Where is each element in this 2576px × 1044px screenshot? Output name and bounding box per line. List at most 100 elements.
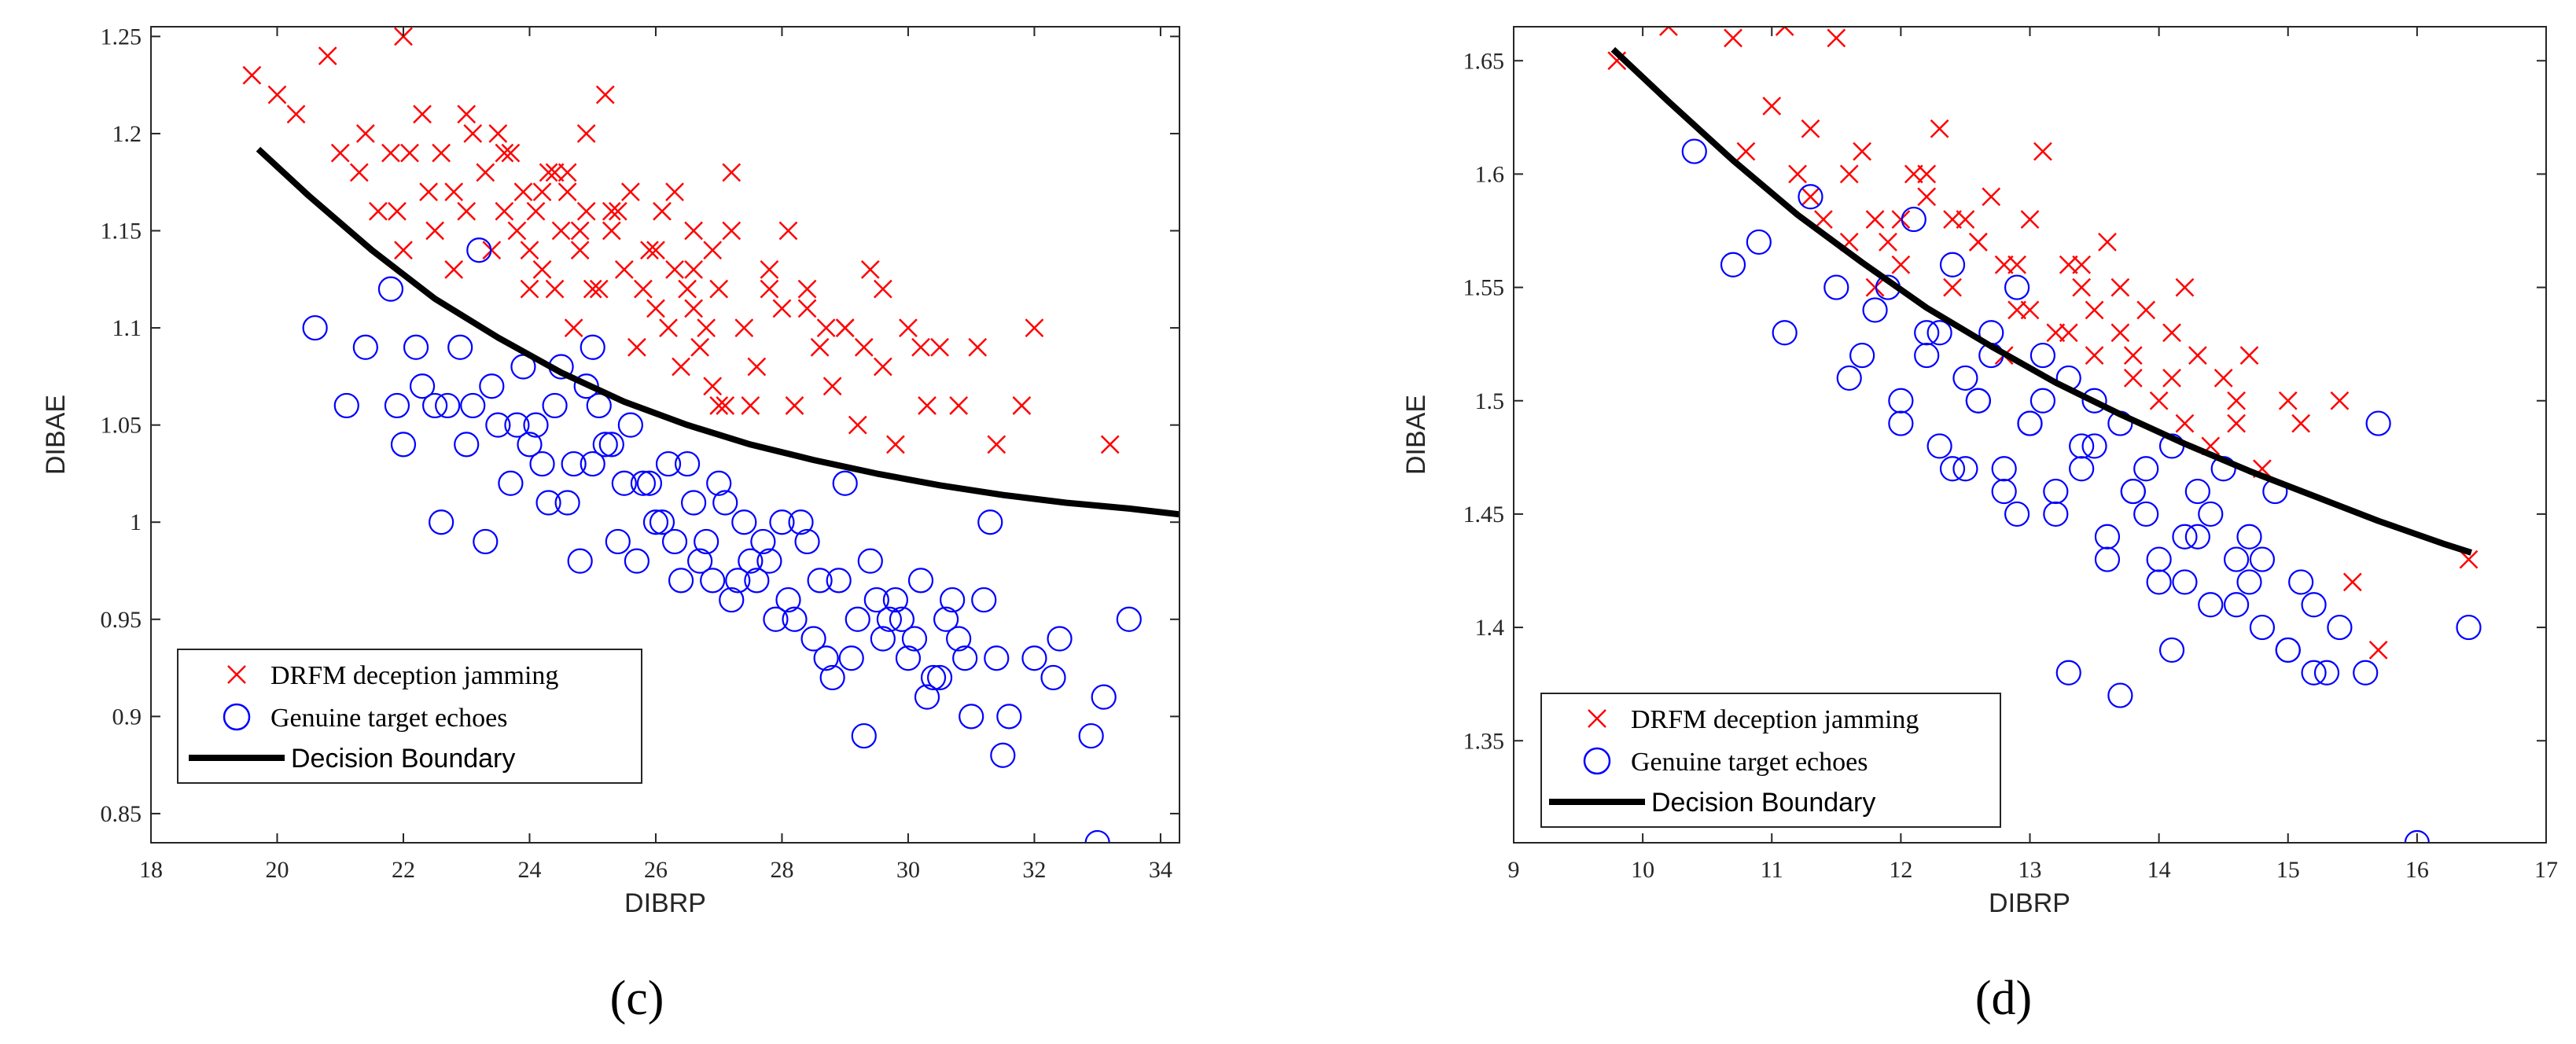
panel-c-jamming-point [684, 299, 703, 318]
panel-c-genuine-point [302, 314, 328, 341]
panel-c-jamming-point [551, 221, 571, 241]
panel-c-genuine-point [390, 432, 417, 458]
panel-c-jamming-point [741, 396, 760, 415]
panel-c-y-tick-label: 0.95 [101, 607, 142, 633]
panel-d-genuine-point [1914, 320, 1940, 346]
panel-c-jamming-point [400, 143, 419, 163]
panel-d-x-tick-label: 11 [1761, 857, 1783, 883]
panel-c-jamming-point [665, 260, 684, 279]
panel-c-jamming-point [457, 201, 477, 221]
panel-c-jamming-point [930, 337, 949, 357]
panel-c-jamming-point [1012, 396, 1032, 415]
panel-c-x-tick-label: 26 [644, 857, 668, 883]
panel-d-jamming-point [2020, 300, 2040, 320]
panel-d-y-tick-label: 1.5 [1475, 388, 1505, 414]
panel-c-genuine-point [851, 722, 877, 749]
panel-c-jamming-point [355, 124, 375, 143]
panel-c-jamming-point [476, 163, 495, 182]
panel-c-jamming-point [899, 318, 918, 337]
panel-c-jamming-point [697, 318, 716, 337]
panel-d-genuine-point [2301, 660, 2327, 686]
panel-c-jamming-point [432, 143, 451, 163]
panel-d-jamming-point [1891, 255, 1911, 274]
panel-d-genuine-point [2004, 501, 2030, 528]
panel-c-genuine-point [611, 470, 637, 496]
panel-c-genuine-point [813, 645, 839, 671]
panel-d-genuine-point [2184, 478, 2210, 505]
panel-c-jamming-point [614, 260, 634, 279]
panel-c-genuine-point [681, 490, 707, 516]
panel-c-genuine-point [788, 509, 814, 535]
panel-d-genuine-point [2094, 546, 2121, 572]
panel-d-jamming-point [2278, 391, 2298, 410]
panel-c-genuine-point [744, 568, 770, 594]
panel-c-genuine-point [649, 509, 675, 535]
panel-d-jamming-point [1943, 278, 1962, 297]
panel-c-jamming-point [368, 201, 388, 221]
panel-d-y-tick-label: 1.65 [1463, 48, 1505, 74]
panel-c-jamming-point [646, 299, 665, 318]
panel-d-jamming-point [1853, 142, 1872, 161]
panel-c-genuine-point [435, 392, 461, 419]
panel-d-genuine-point [2236, 569, 2262, 595]
panel-d-genuine-point [2081, 433, 2107, 459]
panel-c-genuine-point [857, 548, 883, 574]
panel-c-jamming-point [968, 337, 988, 357]
panel-c-jamming-point [785, 396, 804, 415]
panel-c-jamming-point [501, 143, 521, 163]
panel-c-y-tick-label: 1.2 [112, 121, 142, 147]
panel-c-jamming-point [690, 337, 710, 357]
panel-c-jamming-point [646, 241, 665, 260]
panel-d-jamming-point [2291, 414, 2311, 433]
panel-c-genuine-point [725, 568, 751, 594]
panel-c-jamming-point [394, 241, 413, 260]
panel-d-genuine-point [2094, 524, 2121, 550]
panel-c-genuine-point [782, 606, 808, 632]
panel-d-jamming-point [2072, 278, 2092, 297]
panel-c-jamming-point [463, 124, 483, 143]
panel-c-jamming-point [532, 182, 552, 201]
panel-d-jamming-point [1968, 233, 1988, 252]
panel-c-x-tick-label: 32 [1022, 857, 1046, 883]
panel-c-genuine-point [384, 392, 410, 419]
panel-c-jamming-point [526, 201, 546, 221]
panel-c-jamming-point [602, 221, 621, 241]
panel-d-genuine-point [2133, 501, 2159, 528]
panel-d-genuine-point [2327, 614, 2353, 641]
panel-c-jamming-point [873, 357, 892, 377]
caption-c: (c) [610, 972, 664, 1025]
panel-c-jamming-point [394, 27, 413, 46]
panel-d-genuine-point [2198, 592, 2224, 618]
panel-c-genuine-point [466, 237, 492, 263]
panel-c-genuine-point [580, 450, 605, 477]
panel-c-genuine-point [1078, 722, 1104, 749]
panel-d-genuine-point [2301, 592, 2327, 618]
panel-d-genuine-point [1888, 410, 1914, 436]
panel-d-jamming-point [2085, 300, 2104, 320]
panel-c-jamming-point [873, 279, 892, 299]
panel-c-jamming-point [532, 260, 552, 279]
panel-c-jamming-point [987, 435, 1006, 454]
panel-d-y-tick-label: 1.45 [1463, 502, 1505, 528]
panel-d-jamming-point [2459, 550, 2478, 569]
panel-d-x-tick-label: 12 [1889, 857, 1912, 883]
panel-c-x-tick-label: 30 [896, 857, 920, 883]
panel-c-jamming-point [949, 396, 969, 415]
panel-c-genuine-point [422, 392, 448, 419]
panel-c-x-tick-label: 28 [770, 857, 793, 883]
panel-c-axes-box [150, 26, 1180, 844]
panel-c-genuine-point [523, 412, 549, 438]
panel-d-x-tick-label: 17 [2534, 857, 2558, 883]
panel-d-legend-jamming-label: DRFM deception jamming [1631, 705, 1919, 734]
panel-c-genuine-point [763, 606, 789, 632]
panel-d-genuine-point [2184, 524, 2210, 550]
panel-d-jamming-point [2110, 278, 2130, 297]
panel-c-genuine-point [838, 645, 864, 671]
panel-c-genuine-point [535, 490, 561, 516]
panel-c-genuine-point [636, 470, 663, 496]
panel-c-genuine-point [738, 548, 764, 574]
panel-c-genuine-point [920, 664, 947, 691]
panel-d-genuine-point [2172, 524, 2198, 550]
panel-c-jamming-point [545, 163, 565, 182]
panel-d-genuine-point [2069, 456, 2095, 482]
